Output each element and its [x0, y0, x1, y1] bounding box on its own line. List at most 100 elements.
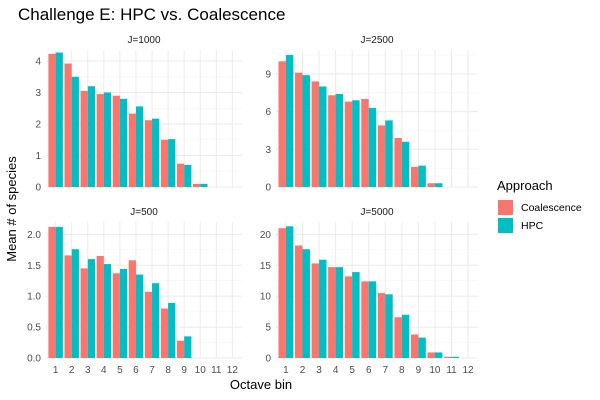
y-tick-label: 2 [35, 120, 41, 131]
bar-coalescence [176, 163, 185, 187]
bar-hpc [434, 352, 443, 358]
x-tick-label: 10 [195, 365, 207, 376]
y-tick-label: 3 [35, 88, 41, 99]
bar-coalescence [427, 352, 435, 358]
bar-coalescence [160, 308, 169, 358]
x-axis-title: Octave bin [230, 377, 292, 392]
legend-key [498, 200, 513, 215]
bar-coalescence [328, 267, 336, 358]
bar-hpc [200, 183, 208, 187]
bar-hpc [55, 226, 63, 358]
facet-panels: J=100001234J=25000369J=5000.00.51.01.52.… [27, 35, 478, 376]
bar-hpc [368, 107, 377, 187]
x-tick-label: 2 [69, 365, 75, 376]
x-tick-label: 12 [463, 365, 475, 376]
y-tick-label: 1 [35, 151, 41, 162]
x-tick-label: 6 [133, 365, 139, 376]
bar-coalescence [427, 183, 435, 187]
facet-label: J=5000 [360, 207, 394, 218]
bar-coalescence [144, 120, 153, 187]
legend-label: HPC [521, 220, 544, 232]
x-tick-label: 8 [399, 365, 405, 376]
legend-key [498, 218, 513, 233]
bar-coalescence [112, 273, 120, 358]
y-tick-label: 1.0 [27, 292, 41, 303]
bar-hpc [55, 52, 63, 188]
bar-coalescence [128, 113, 136, 187]
x-tick-label: 1 [53, 365, 59, 376]
bar-hpc [87, 259, 95, 358]
bar-coalescence [311, 263, 320, 358]
x-tick-label: 4 [101, 365, 107, 376]
y-tick-label: 6 [265, 107, 271, 118]
bar-coalescence [344, 101, 353, 187]
bar-hpc [71, 76, 79, 187]
x-tick-label: 9 [416, 365, 422, 376]
x-tick-label: 2 [300, 365, 306, 376]
bar-coalescence [444, 356, 452, 358]
bar-coalescence [80, 268, 88, 358]
y-tick-label: 2.0 [27, 230, 41, 241]
x-tick-label: 7 [382, 365, 388, 376]
legend-title: Approach [497, 178, 553, 193]
bar-coalescence [80, 90, 88, 187]
bar-hpc [285, 55, 294, 187]
bar-coalescence [394, 137, 402, 187]
bar-coalescence [410, 166, 419, 187]
x-tick-label: 5 [117, 365, 123, 376]
bar-coalescence [48, 53, 56, 187]
x-tick-label: 3 [85, 365, 91, 376]
bar-hpc [319, 86, 327, 187]
bar-coalescence [176, 340, 185, 358]
y-tick-label: 0 [265, 183, 271, 194]
x-tick-label: 12 [227, 365, 239, 376]
y-axis-title: Mean # of species [4, 156, 19, 262]
bar-hpc [352, 100, 360, 187]
bar-hpc [368, 281, 377, 358]
bar-coalescence [96, 256, 104, 358]
bar-hpc [434, 183, 443, 187]
facet-label: J=2500 [360, 35, 394, 46]
bar-coalescence [278, 228, 286, 358]
bar-coalescence [160, 139, 169, 187]
bar-hpc [135, 274, 144, 358]
bar-hpc [168, 302, 176, 358]
bar-hpc [168, 139, 176, 187]
bar-coalescence [361, 281, 369, 358]
y-tick-label: 0 [35, 183, 41, 194]
x-tick-label: 7 [149, 365, 155, 376]
y-tick-label: 5 [265, 323, 271, 334]
facet-label: J=1000 [127, 35, 161, 46]
x-tick-label: 9 [181, 365, 187, 376]
bar-hpc [119, 268, 128, 358]
bar-hpc [335, 93, 344, 187]
bar-coalescence [410, 334, 419, 358]
legend-label: Coalescence [521, 202, 582, 214]
bar-hpc [335, 267, 344, 358]
bar-coalescence [361, 99, 369, 187]
facet-panel: J=2500 0 3 6 9 [265, 35, 478, 194]
y-tick-label: 0.0 [27, 354, 41, 365]
bar-hpc [103, 92, 112, 187]
bar-hpc [385, 120, 393, 187]
bar-hpc [152, 283, 160, 358]
x-tick-label: 8 [165, 365, 171, 376]
y-tick-label: 15 [260, 261, 272, 272]
bar-hpc [401, 141, 410, 187]
bar-coalescence [394, 317, 402, 358]
bar-hpc [418, 337, 426, 358]
bar-coalescence [377, 125, 386, 187]
facet-label: J=500 [130, 207, 158, 218]
bar-hpc [302, 75, 310, 187]
facet-panel: J=5000.00.51.01.52.01 2 3 4 5 6 7 8 9 10 11 12 [27, 207, 242, 376]
bar-hpc [385, 294, 393, 358]
bar-hpc [135, 106, 144, 187]
chart-title: Challenge E: HPC vs. Coalescence [18, 5, 285, 24]
x-tick-label: 3 [316, 365, 322, 376]
facet-panel: J=1000 0 1 2 3 4 [35, 35, 242, 194]
y-tick-label: 9 [265, 69, 271, 80]
bar-hpc [451, 356, 459, 358]
bar-hpc [285, 226, 294, 358]
x-tick-label: 10 [429, 365, 441, 376]
